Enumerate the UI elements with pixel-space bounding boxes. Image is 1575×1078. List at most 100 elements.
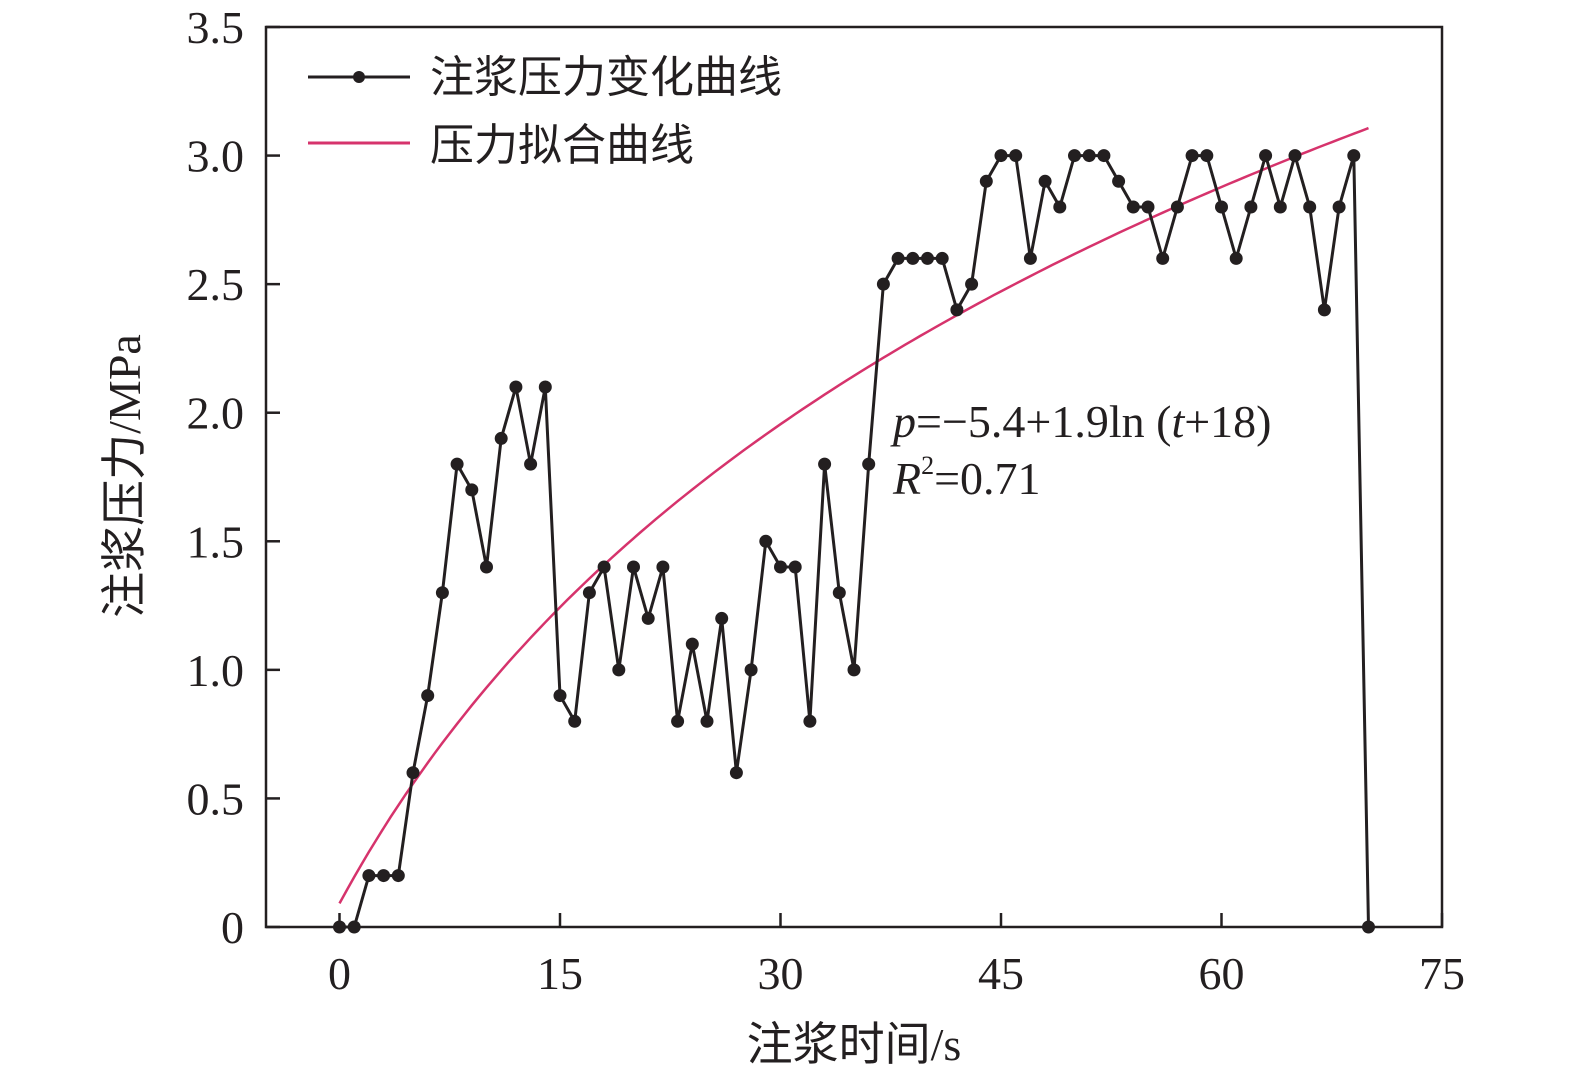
pressure-data-point <box>1317 303 1331 317</box>
equation-t: t <box>1171 396 1185 447</box>
pressure-data-point <box>627 560 640 574</box>
fit-curve-layer <box>338 126 1369 905</box>
fit-curve-line <box>338 126 1369 905</box>
pressure-data-point <box>1244 200 1258 214</box>
x-axis: 0 15 30 45 60 75 <box>328 913 1465 999</box>
pressure-data-point <box>538 380 552 394</box>
pressure-data-point <box>700 714 714 728</box>
pressure-data-point <box>935 251 949 265</box>
pressure-data-point <box>1112 174 1126 188</box>
y-tick-label: 3.5 <box>187 2 245 53</box>
r-squared: R2=0.71 <box>892 451 1041 504</box>
pressure-data-point <box>1141 200 1155 214</box>
pressure-data-point <box>347 920 361 934</box>
pressure-data-point <box>1303 200 1317 214</box>
pressure-data-point <box>333 920 346 934</box>
pressure-data-point <box>994 149 1008 163</box>
y-axis: 0 0.5 1.0 1.5 2.0 2.5 3.0 3.5 <box>187 2 280 953</box>
pressure-data-point <box>582 586 596 600</box>
legend-item-pressure: 注浆压力变化曲线 <box>308 53 782 102</box>
x-tick-label: 0 <box>328 948 351 999</box>
pressure-data-point <box>862 457 876 471</box>
pressure-data-point <box>729 766 743 780</box>
pressure-data-point <box>965 277 979 291</box>
pressure-data-point <box>1170 200 1184 214</box>
y-tick-label: 0 <box>221 902 244 953</box>
legend-label-fit: 压力拟合曲线 <box>430 121 694 170</box>
pressure-data-point <box>1038 174 1052 188</box>
r2-sup: 2 <box>921 451 934 480</box>
r2-R: R <box>892 453 921 504</box>
legend-item-fit: 压力拟合曲线 <box>308 121 694 170</box>
pressure-data-point <box>715 611 729 625</box>
pressure-data-point <box>465 483 479 497</box>
pressure-data-point <box>774 560 787 574</box>
pressure-data-point <box>832 586 846 600</box>
pressure-data-point <box>1185 149 1199 163</box>
pressure-data-point <box>1097 149 1111 163</box>
pressure-data-point <box>1156 251 1170 265</box>
pressure-data-point <box>450 457 464 471</box>
pressure-data-point <box>891 251 905 265</box>
pressure-series-layer <box>333 149 1375 934</box>
pressure-data-point <box>847 663 861 677</box>
x-axis-label: 注浆时间/s <box>747 1019 962 1070</box>
y-tick-label: 1.5 <box>187 516 245 567</box>
x-tick-label: 75 <box>1419 948 1465 999</box>
pressure-data-point <box>685 637 699 651</box>
pressure-data-point <box>656 560 670 574</box>
x-tick-label: 45 <box>978 948 1024 999</box>
pressure-data-point <box>1068 149 1081 163</box>
pressure-data-point <box>1215 200 1228 214</box>
pressure-data-point <box>1362 920 1375 934</box>
pressure-data-point <box>362 869 376 883</box>
pressure-data-point <box>671 714 685 728</box>
pressure-data-point <box>1332 200 1346 214</box>
legend-marker-pressure <box>353 71 365 83</box>
pressure-data-point <box>1259 149 1273 163</box>
x-tick-label: 30 <box>758 948 804 999</box>
pressure-data-point <box>421 689 435 703</box>
pressure-data-point <box>612 663 626 677</box>
pressure-data-point <box>876 277 890 291</box>
equation-p: p <box>890 396 916 447</box>
equation-part1: =−5.4+1.9ln ( <box>916 396 1171 447</box>
pressure-data-point <box>788 560 802 574</box>
pressure-data-point <box>744 663 758 677</box>
pressure-data-point <box>1347 149 1361 163</box>
pressure-data-point <box>435 586 449 600</box>
pressure-data-point <box>480 560 493 574</box>
y-tick-label: 2.0 <box>187 388 245 439</box>
x-tick-label: 15 <box>537 948 583 999</box>
pressure-data-point <box>391 869 405 883</box>
pressure-data-point <box>568 714 582 728</box>
equation-part2: +18) <box>1184 396 1271 447</box>
fit-equation: p=−5.4+1.9ln (t+18) <box>890 396 1271 447</box>
pressure-data-point <box>1023 251 1037 265</box>
pressure-data-point <box>1229 251 1243 265</box>
pressure-data-point <box>950 303 964 317</box>
pressure-data-point <box>921 251 934 265</box>
pressure-data-point <box>1126 200 1140 214</box>
pressure-data-point <box>509 380 523 394</box>
pressure-data-point <box>1273 200 1287 214</box>
y-tick-label: 1.0 <box>187 645 245 696</box>
pressure-data-point <box>524 457 538 471</box>
pressure-data-point <box>597 560 611 574</box>
pressure-data-point <box>818 457 832 471</box>
pressure-data-point <box>641 611 655 625</box>
r2-value: =0.71 <box>934 453 1040 504</box>
pressure-data-point <box>494 431 508 445</box>
pressure-data-point <box>406 766 420 780</box>
y-tick-label: 0.5 <box>187 773 245 824</box>
y-tick-label: 2.5 <box>187 259 245 310</box>
pressure-data-point <box>1009 149 1023 163</box>
y-axis-label: 注浆压力/MPa <box>99 334 150 618</box>
pressure-data-point <box>1082 149 1096 163</box>
pressure-data-point <box>759 534 773 548</box>
pressure-data-point <box>979 174 993 188</box>
pressure-data-point <box>377 869 391 883</box>
pressure-data-point <box>1200 149 1214 163</box>
legend-label-pressure: 注浆压力变化曲线 <box>430 53 782 102</box>
